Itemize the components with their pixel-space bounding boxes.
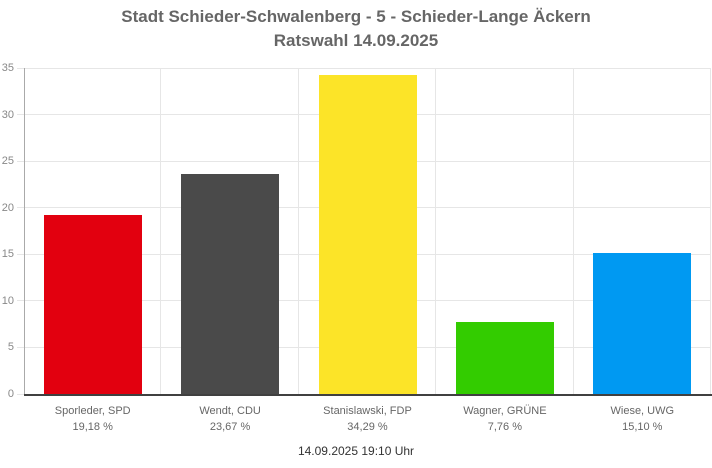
bar-cdu[interactable] — [181, 173, 280, 394]
y-tick-label: 30 — [1, 108, 14, 121]
candidate-percentage: 7,76 % — [487, 421, 522, 433]
candidate-name: Wagner, GRÜNE — [463, 405, 547, 417]
y-tick-label: 25 — [1, 155, 14, 168]
bar-fdp[interactable] — [318, 74, 417, 394]
category-label: Sporleder, SPD 19,18 % — [24, 403, 161, 435]
candidate-name: Sporleder, SPD — [54, 405, 131, 417]
candidate-name: Wiese, UWG — [610, 405, 675, 417]
y-tick-label: 5 — [7, 341, 14, 354]
x-gridline — [160, 68, 161, 394]
x-gridline — [298, 68, 299, 394]
x-axis-baseline — [24, 394, 712, 396]
category-label: Wiese, UWG 15,10 % — [574, 403, 711, 435]
category-label: Wagner, GRÜNE 7,76 % — [436, 403, 573, 435]
y-axis-line — [24, 68, 25, 394]
category-label: Stanislawski, FDP 34,29 % — [299, 403, 436, 435]
candidate-name: Stanislawski, FDP — [323, 405, 412, 417]
chart-subtitle: Ratswahl 14.09.2025 — [273, 31, 439, 50]
y-tick-label: 35 — [1, 62, 14, 74]
chart-timestamp: 14.09.2025 19:10 Uhr — [297, 444, 415, 458]
candidate-name: Wendt, CDU — [199, 405, 261, 417]
x-gridline — [573, 68, 574, 394]
category-label: Wendt, CDU 23,67 % — [161, 403, 298, 435]
y-tick-label: 10 — [1, 294, 14, 307]
x-gridline — [435, 68, 436, 394]
candidate-percentage: 15,10 % — [622, 421, 663, 433]
y-tick-label: 15 — [1, 248, 14, 261]
y-tick-label: 20 — [1, 201, 14, 214]
candidate-percentage: 19,18 % — [72, 421, 113, 433]
chart-title: Stadt Schieder-Schwalenberg - 5 - Schied… — [121, 7, 591, 26]
plot-area: 0 5 10 15 20 25 30 35 — [2, 62, 711, 400]
candidate-percentage: 23,67 % — [209, 421, 251, 433]
bar-spd[interactable] — [43, 215, 142, 394]
y-gridline — [17, 67, 711, 69]
y-tick-label: 0 — [7, 388, 14, 400]
bar-gruene[interactable] — [455, 321, 554, 394]
candidate-percentage: 34,29 % — [347, 421, 388, 433]
x-gridline — [710, 68, 711, 394]
bar-uwg[interactable] — [593, 253, 692, 394]
